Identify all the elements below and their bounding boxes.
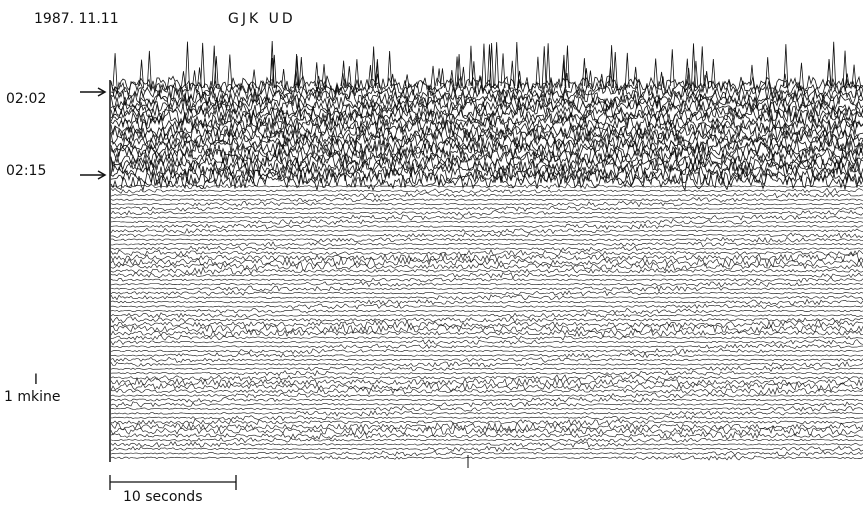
spike <box>546 43 550 88</box>
trace <box>111 233 863 238</box>
trace <box>111 299 863 304</box>
trace <box>111 419 863 425</box>
trace <box>111 353 863 358</box>
spike <box>185 42 189 88</box>
spike <box>490 43 494 88</box>
seismogram-figure: 1987. 11.11 GJK UD 02:02 02:15 I 1 mkine… <box>0 0 863 511</box>
spike <box>431 66 435 88</box>
trace <box>111 193 863 198</box>
trace <box>111 362 863 367</box>
trace <box>111 366 863 371</box>
trace <box>111 210 863 215</box>
trace <box>111 411 863 416</box>
spike <box>482 44 486 88</box>
date-label: 1987. 11.11 <box>34 11 119 27</box>
spike <box>388 51 392 88</box>
trace <box>111 349 863 354</box>
trace <box>111 426 863 436</box>
traces <box>111 41 863 460</box>
spike <box>181 71 185 88</box>
trace <box>111 304 863 309</box>
trace <box>111 415 863 420</box>
trace <box>111 375 863 381</box>
spike <box>654 58 658 88</box>
spike <box>368 65 372 88</box>
trace <box>111 273 863 279</box>
trace <box>111 451 863 456</box>
trace <box>111 237 863 242</box>
trace <box>111 228 863 233</box>
trace <box>111 206 863 211</box>
spike <box>843 51 847 88</box>
trace <box>111 242 863 247</box>
spike <box>461 67 465 88</box>
marker-label: 02:02 <box>6 91 46 107</box>
time-scale-label: 10 seconds <box>123 489 203 505</box>
amplitude-label: 1 mkine <box>4 389 60 405</box>
trace <box>111 455 863 460</box>
trace <box>111 313 863 318</box>
trace <box>111 277 863 282</box>
spike <box>140 60 144 88</box>
spike <box>799 63 803 88</box>
trace <box>111 308 863 313</box>
trace <box>111 291 863 296</box>
trace <box>111 246 863 251</box>
spike <box>634 67 638 88</box>
trace <box>111 262 863 270</box>
spike <box>228 55 232 88</box>
spike <box>542 46 546 88</box>
amplitude-symbol: I <box>34 372 38 388</box>
trace <box>111 340 863 345</box>
trace <box>111 397 863 402</box>
trace <box>111 197 863 202</box>
spike <box>625 53 629 88</box>
spike <box>495 42 499 88</box>
spike <box>692 43 696 88</box>
trace <box>111 201 863 206</box>
trace <box>111 406 863 411</box>
spike <box>750 65 754 88</box>
trace <box>111 253 863 261</box>
trace <box>111 151 863 168</box>
trace <box>111 446 863 451</box>
trace <box>111 432 863 439</box>
trace <box>111 295 863 300</box>
trace <box>111 437 863 442</box>
spike <box>766 57 770 88</box>
spike <box>355 59 359 88</box>
trace <box>111 282 863 287</box>
trace <box>111 371 863 376</box>
trace <box>111 286 863 291</box>
station-label: GJK UD <box>228 11 296 27</box>
trace <box>111 329 863 336</box>
trace <box>111 317 863 323</box>
trace <box>111 224 863 229</box>
trace <box>111 357 863 362</box>
trace <box>111 402 863 407</box>
trace <box>111 188 863 193</box>
spike <box>113 53 117 88</box>
spike <box>347 66 351 88</box>
spike <box>700 46 704 88</box>
page: 1987. 11.11 GJK UD 02:02 02:15 I 1 mkine… <box>0 0 863 511</box>
trace <box>111 215 863 220</box>
trace <box>111 393 863 398</box>
trace <box>111 219 863 224</box>
marker-label: 02:15 <box>6 163 46 179</box>
trace <box>111 344 863 349</box>
spike <box>510 61 514 88</box>
